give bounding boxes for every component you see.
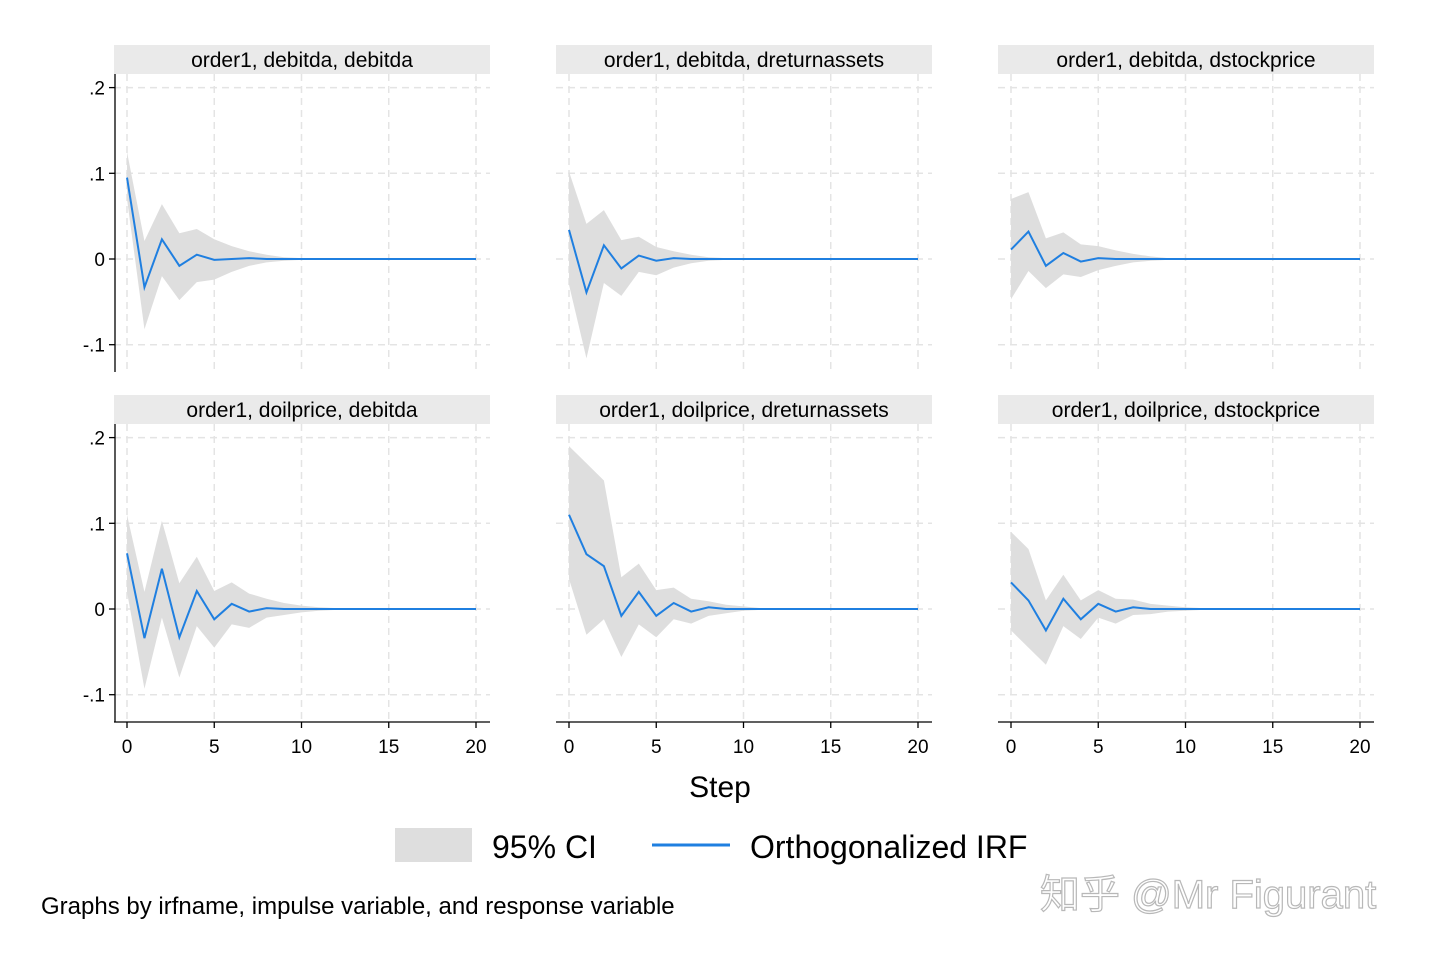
y-tick-label: -.1 (83, 686, 105, 707)
panel: order1, debitda, dreturnassets (556, 45, 932, 372)
ci-band (127, 514, 476, 689)
x-tick-label: 20 (1349, 737, 1370, 758)
x-tick-label: 15 (378, 737, 399, 758)
legend-irf-label: Orthogonalized IRF (750, 829, 1027, 865)
ci-band (1011, 192, 1360, 300)
legend: 95% CI Orthogonalized IRF (395, 828, 1027, 865)
panel-title: order1, doilprice, dreturnassets (599, 399, 888, 422)
irf-line (568, 229, 918, 296)
panel-header (556, 45, 932, 74)
legend-ci-label: 95% CI (492, 829, 597, 865)
x-tick-label: 20 (907, 737, 928, 758)
panel-title: order1, debitda, dstockprice (1056, 49, 1315, 72)
panel-header (998, 395, 1374, 424)
irf-line (1010, 581, 1360, 633)
x-tick-label: 10 (1175, 737, 1196, 758)
panel-header (114, 395, 490, 424)
panel: order1, doilprice, dreturnassets 0 5 10 15 20 (556, 395, 932, 758)
x-tick-label: 5 (1093, 737, 1104, 758)
note: Graphs by irfname, impulse variable, and… (41, 893, 675, 920)
panel: order1, doilprice, dstockprice 0 5 10 15 20 (998, 395, 1374, 758)
x-tick-label: 10 (733, 737, 754, 758)
legend-ci-swatch (395, 828, 472, 862)
panel: order1, doilprice, debitda .2 .1 0 -.1 0 5 10 15… (83, 395, 490, 758)
y-tick-label: .2 (89, 429, 105, 450)
panel-title: order1, doilprice, dstockprice (1052, 399, 1320, 422)
panel-title: order1, doilprice, debitda (186, 399, 417, 422)
ci-band (569, 171, 918, 359)
panel-header (114, 45, 490, 74)
x-tick-label: 15 (820, 737, 841, 758)
x-tick-label: 15 (1262, 737, 1283, 758)
x-axis-label: Step (689, 771, 751, 804)
x-tick-label: 0 (1006, 737, 1017, 758)
panel: order1, debitda, dstockprice (998, 45, 1374, 372)
irf-line (1010, 229, 1360, 268)
panel-header (556, 395, 932, 424)
ci-band (569, 446, 918, 657)
x-tick-label: 5 (651, 737, 662, 758)
x-tick-label: 0 (122, 737, 133, 758)
panel-header (998, 45, 1374, 74)
ci-band (127, 151, 476, 330)
ci-band (1011, 531, 1360, 665)
panel-title: order1, debitda, dreturnassets (604, 49, 884, 72)
x-tick-label: 0 (564, 737, 575, 758)
x-tick-label: 20 (465, 737, 486, 758)
x-tick-label: 5 (209, 737, 220, 758)
x-tick-label: 10 (291, 737, 312, 758)
panel: order1, debitda, debitda .2 .1 0 -.1 (83, 45, 490, 372)
irf-line (568, 514, 918, 618)
watermark: 知乎 @Mr Figurant (1040, 873, 1376, 917)
irf-line (126, 177, 476, 292)
y-tick-label: .1 (89, 514, 105, 535)
y-tick-label: 0 (94, 250, 105, 271)
y-tick-label: 0 (94, 600, 105, 621)
y-tick-label: .1 (89, 164, 105, 185)
y-tick-label: -.1 (83, 336, 105, 357)
panel-title: order1, debitda, debitda (191, 49, 413, 72)
irf-line (126, 553, 476, 641)
y-tick-label: .2 (89, 79, 105, 100)
